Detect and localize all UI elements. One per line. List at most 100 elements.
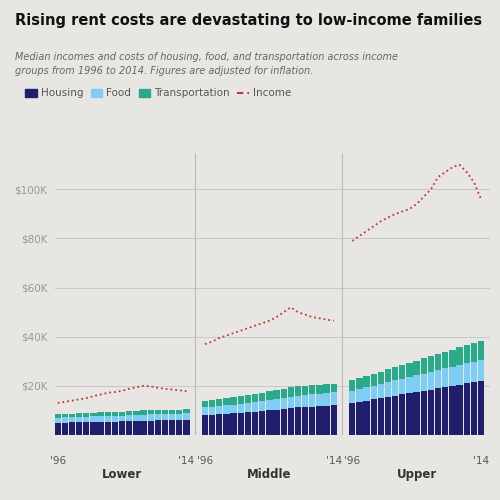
Bar	[324, 384, 330, 393]
Bar	[330, 384, 337, 392]
Bar	[133, 411, 140, 415]
Bar	[385, 370, 391, 382]
Bar	[104, 422, 111, 435]
Bar	[478, 381, 484, 435]
Bar	[119, 416, 125, 422]
Bar	[295, 408, 301, 435]
Bar	[62, 418, 68, 422]
Bar	[349, 391, 356, 403]
Bar	[162, 410, 168, 414]
Bar	[140, 421, 146, 435]
Bar	[449, 350, 456, 366]
Bar	[456, 384, 462, 435]
Bar	[428, 356, 434, 372]
Bar	[470, 382, 477, 435]
Bar	[378, 398, 384, 435]
Bar	[98, 422, 104, 435]
Bar	[406, 393, 412, 435]
Text: '96: '96	[344, 456, 360, 466]
Bar	[406, 377, 412, 393]
Bar	[112, 412, 118, 416]
Bar	[378, 384, 384, 398]
Bar	[378, 372, 384, 384]
Bar	[399, 365, 406, 378]
Bar	[176, 414, 182, 420]
Bar	[288, 408, 294, 435]
Bar	[140, 415, 146, 421]
Bar	[133, 415, 140, 421]
Bar	[126, 416, 132, 421]
Bar	[414, 376, 420, 392]
Bar	[349, 403, 356, 435]
Bar	[364, 400, 370, 435]
Bar	[356, 402, 362, 435]
Bar	[420, 391, 427, 435]
Bar	[370, 386, 377, 400]
Bar	[133, 421, 140, 435]
Bar	[392, 367, 398, 380]
Bar	[140, 410, 146, 415]
Bar	[244, 403, 251, 412]
Bar	[54, 418, 61, 422]
Bar	[69, 417, 75, 422]
Text: Lower: Lower	[102, 468, 142, 481]
Text: '14: '14	[178, 456, 194, 466]
Bar	[119, 412, 125, 416]
Bar	[316, 394, 322, 406]
Bar	[76, 422, 82, 435]
Bar	[266, 400, 272, 410]
Bar	[169, 414, 175, 420]
Bar	[76, 414, 82, 417]
Bar	[470, 343, 477, 361]
Text: '14: '14	[473, 456, 489, 466]
Bar	[478, 340, 484, 360]
Bar	[266, 392, 272, 400]
Bar	[162, 420, 168, 435]
Bar	[90, 416, 96, 422]
Bar	[224, 398, 230, 406]
Bar	[478, 360, 484, 381]
Bar	[428, 372, 434, 390]
Bar	[456, 348, 462, 365]
Bar	[216, 414, 222, 435]
Bar	[449, 386, 456, 435]
Bar	[442, 368, 448, 387]
Bar	[399, 378, 406, 394]
Bar	[83, 416, 89, 422]
Text: Middle: Middle	[247, 468, 292, 481]
Bar	[104, 412, 111, 416]
Text: '14: '14	[326, 456, 342, 466]
Bar	[370, 374, 377, 386]
Bar	[442, 387, 448, 435]
Bar	[90, 422, 96, 435]
Bar	[176, 420, 182, 435]
Bar	[154, 410, 161, 414]
Bar	[324, 406, 330, 435]
Bar	[69, 414, 75, 417]
Bar	[224, 414, 230, 435]
Bar	[126, 421, 132, 435]
Bar	[316, 385, 322, 394]
Bar	[316, 406, 322, 435]
Bar	[202, 416, 208, 435]
Bar	[169, 410, 175, 414]
Bar	[154, 414, 161, 420]
Bar	[414, 360, 420, 376]
Bar	[428, 390, 434, 435]
Bar	[442, 352, 448, 368]
Bar	[399, 394, 406, 435]
Bar	[392, 380, 398, 396]
Bar	[470, 362, 477, 382]
Text: Upper: Upper	[396, 468, 436, 481]
Bar	[464, 345, 470, 364]
Bar	[302, 407, 308, 435]
Bar	[216, 406, 222, 414]
Bar	[356, 378, 362, 389]
Bar	[435, 354, 441, 370]
Legend: Housing, Food, Transportation, Income: Housing, Food, Transportation, Income	[26, 88, 291, 99]
Bar	[162, 414, 168, 420]
Bar	[370, 400, 377, 435]
Bar	[230, 396, 236, 404]
Bar	[176, 410, 182, 414]
Bar	[435, 370, 441, 388]
